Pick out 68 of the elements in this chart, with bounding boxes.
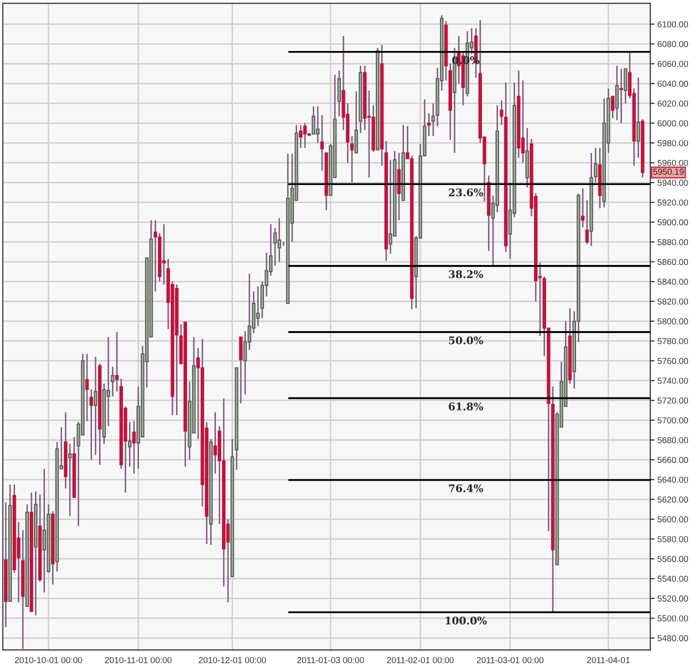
annotation: 38.2% (448, 270, 484, 278)
y-tick-label: 5620.00 (658, 496, 688, 503)
candlestick (42, 468, 46, 594)
y-tick-label: 5960.00 (658, 160, 688, 166)
candlestick (303, 122, 307, 149)
y-tick-label: 5820.00 (658, 298, 688, 305)
y-tick-label: 5600.00 (658, 516, 688, 522)
y-tick-label: 5880.00 (658, 239, 688, 246)
x-tick-label: 2010-10-01 00:00 (14, 657, 82, 664)
y-tick-label: 6080.00 (658, 41, 688, 48)
candlestick (128, 421, 132, 468)
x-tick-label: 2011-02-01 00:00 (387, 657, 454, 664)
candlestick (354, 90, 358, 154)
y-tick-label: 5500.00 (658, 615, 688, 622)
annotation: 76.4% (448, 484, 484, 492)
candlestick (278, 218, 282, 262)
y-tick-label: 6100.00 (658, 21, 688, 28)
candlestick (298, 124, 302, 149)
y-tick-label: 5860.00 (658, 258, 688, 265)
candlestick (610, 96, 614, 119)
y-tick-label: 5660.00 (658, 456, 688, 463)
candlestick (162, 223, 166, 286)
annotation: 23.6% (448, 188, 484, 196)
candlestick (388, 159, 392, 255)
candlestick (581, 188, 585, 228)
y-tick-label: 5720.00 (658, 397, 688, 404)
y-tick-label: 5680.00 (658, 437, 688, 444)
text: 5950.19 (653, 168, 684, 175)
x-tick-label: 2010-11-01 00:00 (105, 657, 172, 664)
y-tick-label: 5580.00 (658, 536, 688, 542)
y-tick-label: 5840.00 (658, 278, 688, 285)
y-tick-label: 5800.00 (658, 318, 688, 324)
y-tick-label: 5920.00 (658, 199, 688, 206)
candlestick (239, 336, 243, 404)
candlestick (154, 219, 158, 292)
annotation: 50.0% (448, 336, 484, 344)
x-tick-label: 2011-03-01 00:00 (476, 657, 544, 664)
y-tick-label: 5760.00 (658, 358, 688, 364)
y-tick-label: 5540.00 (658, 576, 688, 582)
y-tick-label: 6020.00 (658, 100, 688, 107)
y-tick-label: 6000.00 (658, 120, 688, 126)
candlestick (397, 152, 401, 221)
y-tick-label: 5480.00 (658, 635, 688, 642)
y-tick-label: 5640.00 (658, 476, 688, 483)
x-tick-label: 2011-01-03 00:00 (297, 657, 364, 664)
y-tick-label: 6060.00 (658, 60, 688, 67)
candlestick (94, 356, 98, 456)
annotation: 61.8% (448, 402, 484, 410)
y-tick-label: 6040.00 (658, 80, 688, 87)
candlestick (68, 443, 72, 517)
y-tick-label: 5520.00 (658, 596, 688, 602)
y-tick-label: 5740.00 (658, 378, 688, 384)
candlestick (615, 65, 619, 121)
annotation: 0.0% (452, 56, 480, 64)
candlestick (256, 286, 260, 327)
y-tick-label: 5700.00 (658, 417, 688, 424)
annotation: 100.0% (446, 616, 487, 625)
candlestick (115, 331, 119, 392)
y-tick-label: 5900.00 (658, 219, 688, 226)
x-tick-label: 2011-04-01 (587, 657, 630, 664)
y-tick-label: 5980.00 (658, 140, 688, 146)
candlestick (636, 76, 640, 159)
candlestick (619, 68, 624, 124)
y-tick-label: 5560.00 (658, 556, 688, 562)
y-tick-label: 5780.00 (658, 338, 688, 344)
candlestick (132, 420, 136, 474)
y-tick-label: 5940.00 (658, 180, 688, 186)
x-tick-label: 2010-12-01 00:00 (198, 657, 266, 664)
